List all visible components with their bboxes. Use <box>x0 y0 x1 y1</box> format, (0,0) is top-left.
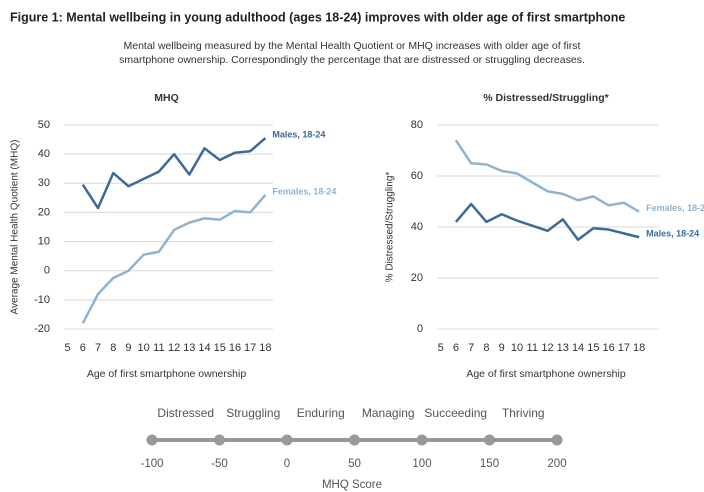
y-tick-label: 20 <box>411 272 423 284</box>
scale-tick-label: 150 <box>480 458 499 470</box>
x-axis-label: Age of first smartphone ownership <box>87 368 246 380</box>
series-label: Females, 18-24 <box>646 203 704 213</box>
scale-label: MHQ Score <box>322 479 382 491</box>
scale-dot <box>484 434 495 446</box>
x-tick-label: 11 <box>153 342 164 354</box>
x-tick-label: 13 <box>557 342 569 354</box>
x-tick-label: 17 <box>618 342 630 354</box>
x-axis-label: Age of first smartphone ownership <box>466 368 625 380</box>
x-tick-label: 9 <box>125 342 131 354</box>
x-tick-label: 16 <box>229 342 241 354</box>
y-tick-label: 80 <box>411 119 423 131</box>
scale-category: Thriving <box>502 406 545 420</box>
chart-title: MHQ <box>154 92 179 104</box>
x-tick-label: 11 <box>527 342 538 354</box>
scale-dot <box>551 434 563 446</box>
x-tick-label: 14 <box>572 342 584 354</box>
series-label: Females, 18-24 <box>272 186 336 196</box>
y-tick-label: 0 <box>44 265 50 277</box>
x-tick-label: 6 <box>453 342 459 354</box>
x-tick-label: 9 <box>499 342 505 354</box>
x-tick-label: 18 <box>259 342 271 354</box>
y-tick-label: -10 <box>34 294 50 306</box>
scale-tick-label: 0 <box>284 458 290 470</box>
scale-dot <box>416 434 428 446</box>
scale-category: Succeeding <box>424 406 487 420</box>
y-tick-label: -20 <box>34 323 50 335</box>
x-tick-label: 15 <box>214 342 226 354</box>
x-tick-label: 12 <box>168 342 180 354</box>
x-tick-label: 13 <box>183 342 195 354</box>
scale-category: Managing <box>362 406 415 420</box>
series-label: Males, 18-24 <box>646 229 699 239</box>
y-tick-label: 20 <box>38 206 50 218</box>
y-axis-label: % Distressed/Struggling* <box>385 172 396 283</box>
x-tick-label: 17 <box>244 342 256 354</box>
y-tick-label: 30 <box>38 177 50 189</box>
series-line <box>454 139 640 213</box>
scale-dot <box>349 434 360 446</box>
scale-category: Enduring <box>297 406 345 420</box>
scale-tick-label: -50 <box>211 458 228 470</box>
x-tick-label: 6 <box>80 342 86 354</box>
series-label: Males, 18-24 <box>272 129 325 139</box>
x-tick-label: 5 <box>438 342 444 354</box>
subtitle: smartphone ownership. Correspondingly th… <box>119 54 585 66</box>
x-tick-label: 8 <box>483 342 489 354</box>
x-tick-label: 16 <box>602 342 614 354</box>
x-tick-label: 10 <box>138 342 150 354</box>
y-tick-label: 10 <box>38 235 50 247</box>
scale-tick-label: 100 <box>412 458 431 470</box>
x-tick-label: 12 <box>541 342 553 354</box>
series-line <box>81 194 267 324</box>
x-tick-label: 18 <box>633 342 645 354</box>
x-tick-label: 7 <box>95 342 101 354</box>
scale-tick-label: -100 <box>140 458 163 470</box>
y-tick-label: 40 <box>411 221 423 233</box>
y-tick-label: 0 <box>417 323 423 335</box>
scale-category: Distressed <box>157 406 214 420</box>
y-tick-label: 40 <box>38 148 50 160</box>
scale-tick-label: 50 <box>348 458 361 470</box>
y-tick-label: 60 <box>411 170 423 182</box>
scale-dot <box>214 434 225 446</box>
scale-category: Struggling <box>226 406 280 420</box>
y-tick-label: 50 <box>38 119 50 131</box>
scale-dot <box>146 434 158 446</box>
series-line <box>454 202 640 241</box>
figure-title: Figure 1: Mental wellbeing in young adul… <box>10 10 625 24</box>
x-tick-label: 5 <box>65 342 71 354</box>
x-tick-label: 10 <box>511 342 523 354</box>
x-tick-label: 8 <box>110 342 116 354</box>
chart-title: % Distressed/Struggling* <box>483 92 609 104</box>
scale-tick-label: 200 <box>547 458 566 470</box>
scale-dot <box>281 434 293 446</box>
series-line <box>81 137 267 210</box>
x-tick-label: 7 <box>468 342 474 354</box>
subtitle: Mental wellbeing measured by the Mental … <box>124 40 581 52</box>
x-tick-label: 14 <box>198 342 210 354</box>
x-tick-label: 15 <box>587 342 599 354</box>
y-axis-label: Average Mental Health Quotient (MHQ) <box>10 140 21 315</box>
